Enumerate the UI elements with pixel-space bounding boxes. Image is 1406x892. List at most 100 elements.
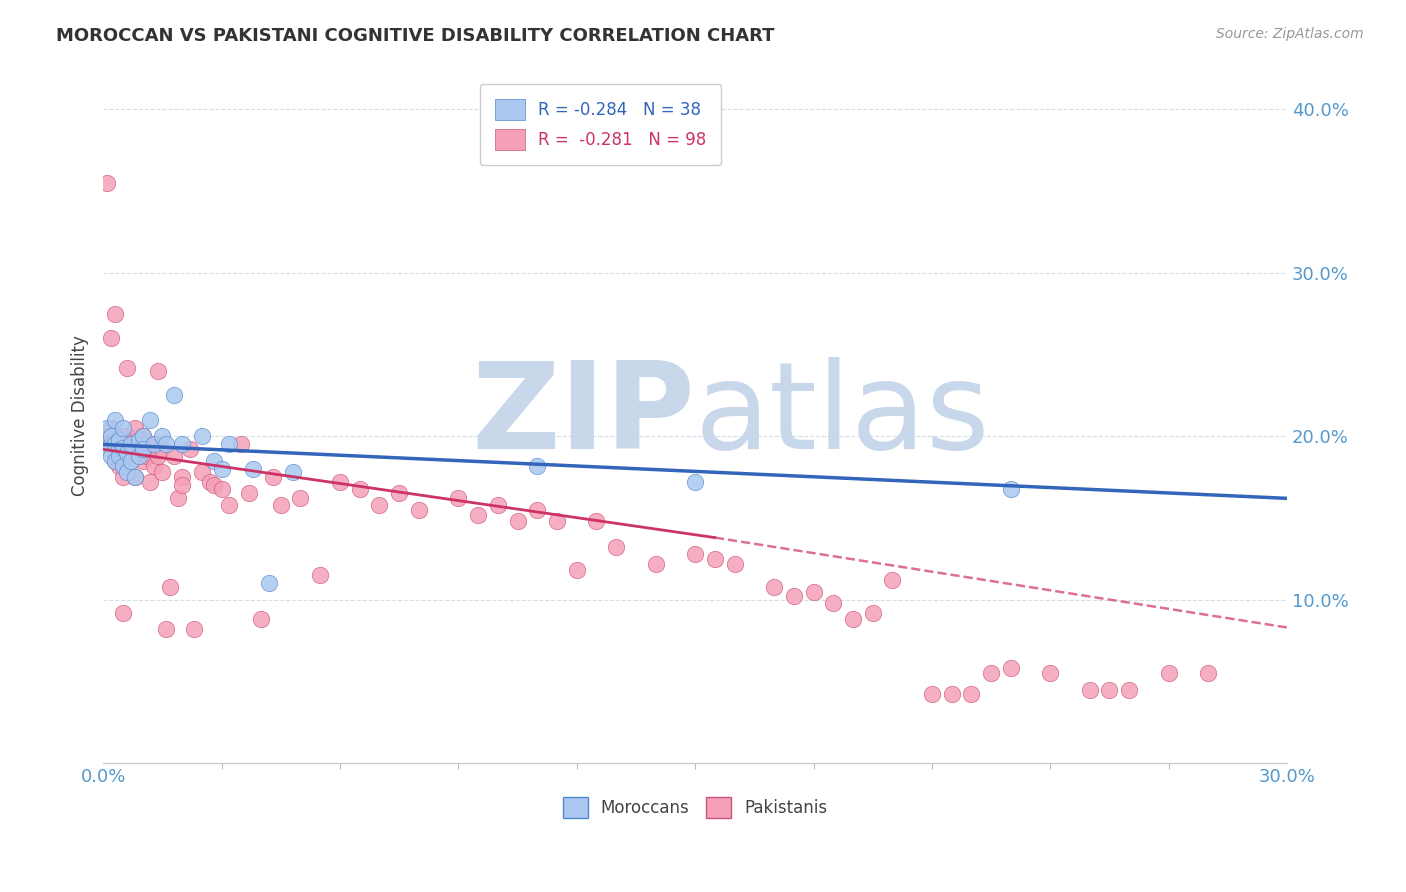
Point bbox=[546, 514, 568, 528]
Point bbox=[108, 433, 131, 447]
Point bbox=[135, 449, 157, 463]
Point bbox=[131, 454, 153, 468]
Point bbox=[120, 437, 142, 451]
Point bbox=[100, 449, 122, 463]
Point bbox=[506, 514, 529, 528]
Point bbox=[281, 465, 304, 479]
Point bbox=[100, 331, 122, 345]
Point bbox=[257, 576, 280, 591]
Point bbox=[115, 429, 138, 443]
Point bbox=[115, 442, 138, 457]
Point bbox=[155, 622, 177, 636]
Point bbox=[290, 491, 312, 506]
Point bbox=[150, 429, 173, 443]
Point bbox=[124, 421, 146, 435]
Point bbox=[1000, 661, 1022, 675]
Point bbox=[148, 449, 170, 463]
Point bbox=[128, 437, 150, 451]
Point bbox=[108, 445, 131, 459]
Point bbox=[170, 470, 193, 484]
Point bbox=[329, 475, 352, 489]
Point bbox=[131, 429, 153, 443]
Point bbox=[783, 590, 806, 604]
Point bbox=[128, 449, 150, 463]
Point bbox=[111, 470, 134, 484]
Point bbox=[250, 612, 273, 626]
Point bbox=[139, 475, 162, 489]
Point bbox=[170, 478, 193, 492]
Point bbox=[218, 498, 240, 512]
Point bbox=[231, 437, 253, 451]
Point bbox=[183, 622, 205, 636]
Point bbox=[96, 437, 118, 451]
Point bbox=[211, 462, 233, 476]
Point bbox=[368, 498, 391, 512]
Point bbox=[115, 445, 138, 459]
Point bbox=[408, 503, 430, 517]
Point bbox=[447, 491, 470, 506]
Point bbox=[111, 441, 134, 455]
Point bbox=[104, 437, 127, 451]
Point bbox=[128, 449, 150, 463]
Point bbox=[104, 307, 127, 321]
Point bbox=[1078, 682, 1101, 697]
Point bbox=[202, 478, 225, 492]
Point bbox=[703, 551, 725, 566]
Point bbox=[120, 445, 142, 459]
Point bbox=[723, 557, 745, 571]
Point bbox=[115, 360, 138, 375]
Point bbox=[218, 437, 240, 451]
Point bbox=[763, 580, 786, 594]
Point bbox=[115, 465, 138, 479]
Point bbox=[270, 498, 292, 512]
Point bbox=[111, 429, 134, 443]
Point bbox=[96, 176, 118, 190]
Point bbox=[131, 442, 153, 457]
Point bbox=[96, 429, 118, 443]
Point bbox=[1098, 682, 1121, 697]
Point bbox=[882, 573, 904, 587]
Point bbox=[100, 437, 122, 451]
Point bbox=[100, 429, 122, 443]
Point bbox=[150, 442, 173, 457]
Point bbox=[242, 462, 264, 476]
Point bbox=[921, 688, 943, 702]
Point bbox=[104, 454, 127, 468]
Point bbox=[120, 437, 142, 451]
Point bbox=[862, 606, 884, 620]
Text: ZIP: ZIP bbox=[471, 358, 695, 475]
Point bbox=[104, 445, 127, 459]
Point bbox=[1197, 666, 1219, 681]
Point bbox=[644, 557, 666, 571]
Point bbox=[124, 470, 146, 484]
Point bbox=[167, 491, 190, 506]
Point bbox=[191, 429, 214, 443]
Point bbox=[96, 421, 118, 435]
Point bbox=[135, 442, 157, 457]
Point bbox=[139, 413, 162, 427]
Point bbox=[526, 503, 548, 517]
Text: atlas: atlas bbox=[695, 358, 991, 475]
Point bbox=[120, 454, 142, 468]
Point bbox=[605, 541, 627, 555]
Point bbox=[683, 475, 706, 489]
Point bbox=[111, 445, 134, 459]
Point bbox=[100, 421, 122, 435]
Point bbox=[179, 442, 201, 457]
Point bbox=[202, 454, 225, 468]
Text: MOROCCAN VS PAKISTANI COGNITIVE DISABILITY CORRELATION CHART: MOROCCAN VS PAKISTANI COGNITIVE DISABILI… bbox=[56, 27, 775, 45]
Point bbox=[111, 606, 134, 620]
Point bbox=[1000, 482, 1022, 496]
Point bbox=[143, 458, 166, 473]
Point bbox=[565, 563, 588, 577]
Point bbox=[131, 442, 153, 457]
Point bbox=[388, 486, 411, 500]
Point bbox=[96, 441, 118, 455]
Point bbox=[941, 688, 963, 702]
Point bbox=[104, 454, 127, 468]
Point bbox=[150, 465, 173, 479]
Point bbox=[309, 568, 332, 582]
Point bbox=[100, 437, 122, 451]
Point bbox=[238, 486, 260, 500]
Point bbox=[143, 437, 166, 451]
